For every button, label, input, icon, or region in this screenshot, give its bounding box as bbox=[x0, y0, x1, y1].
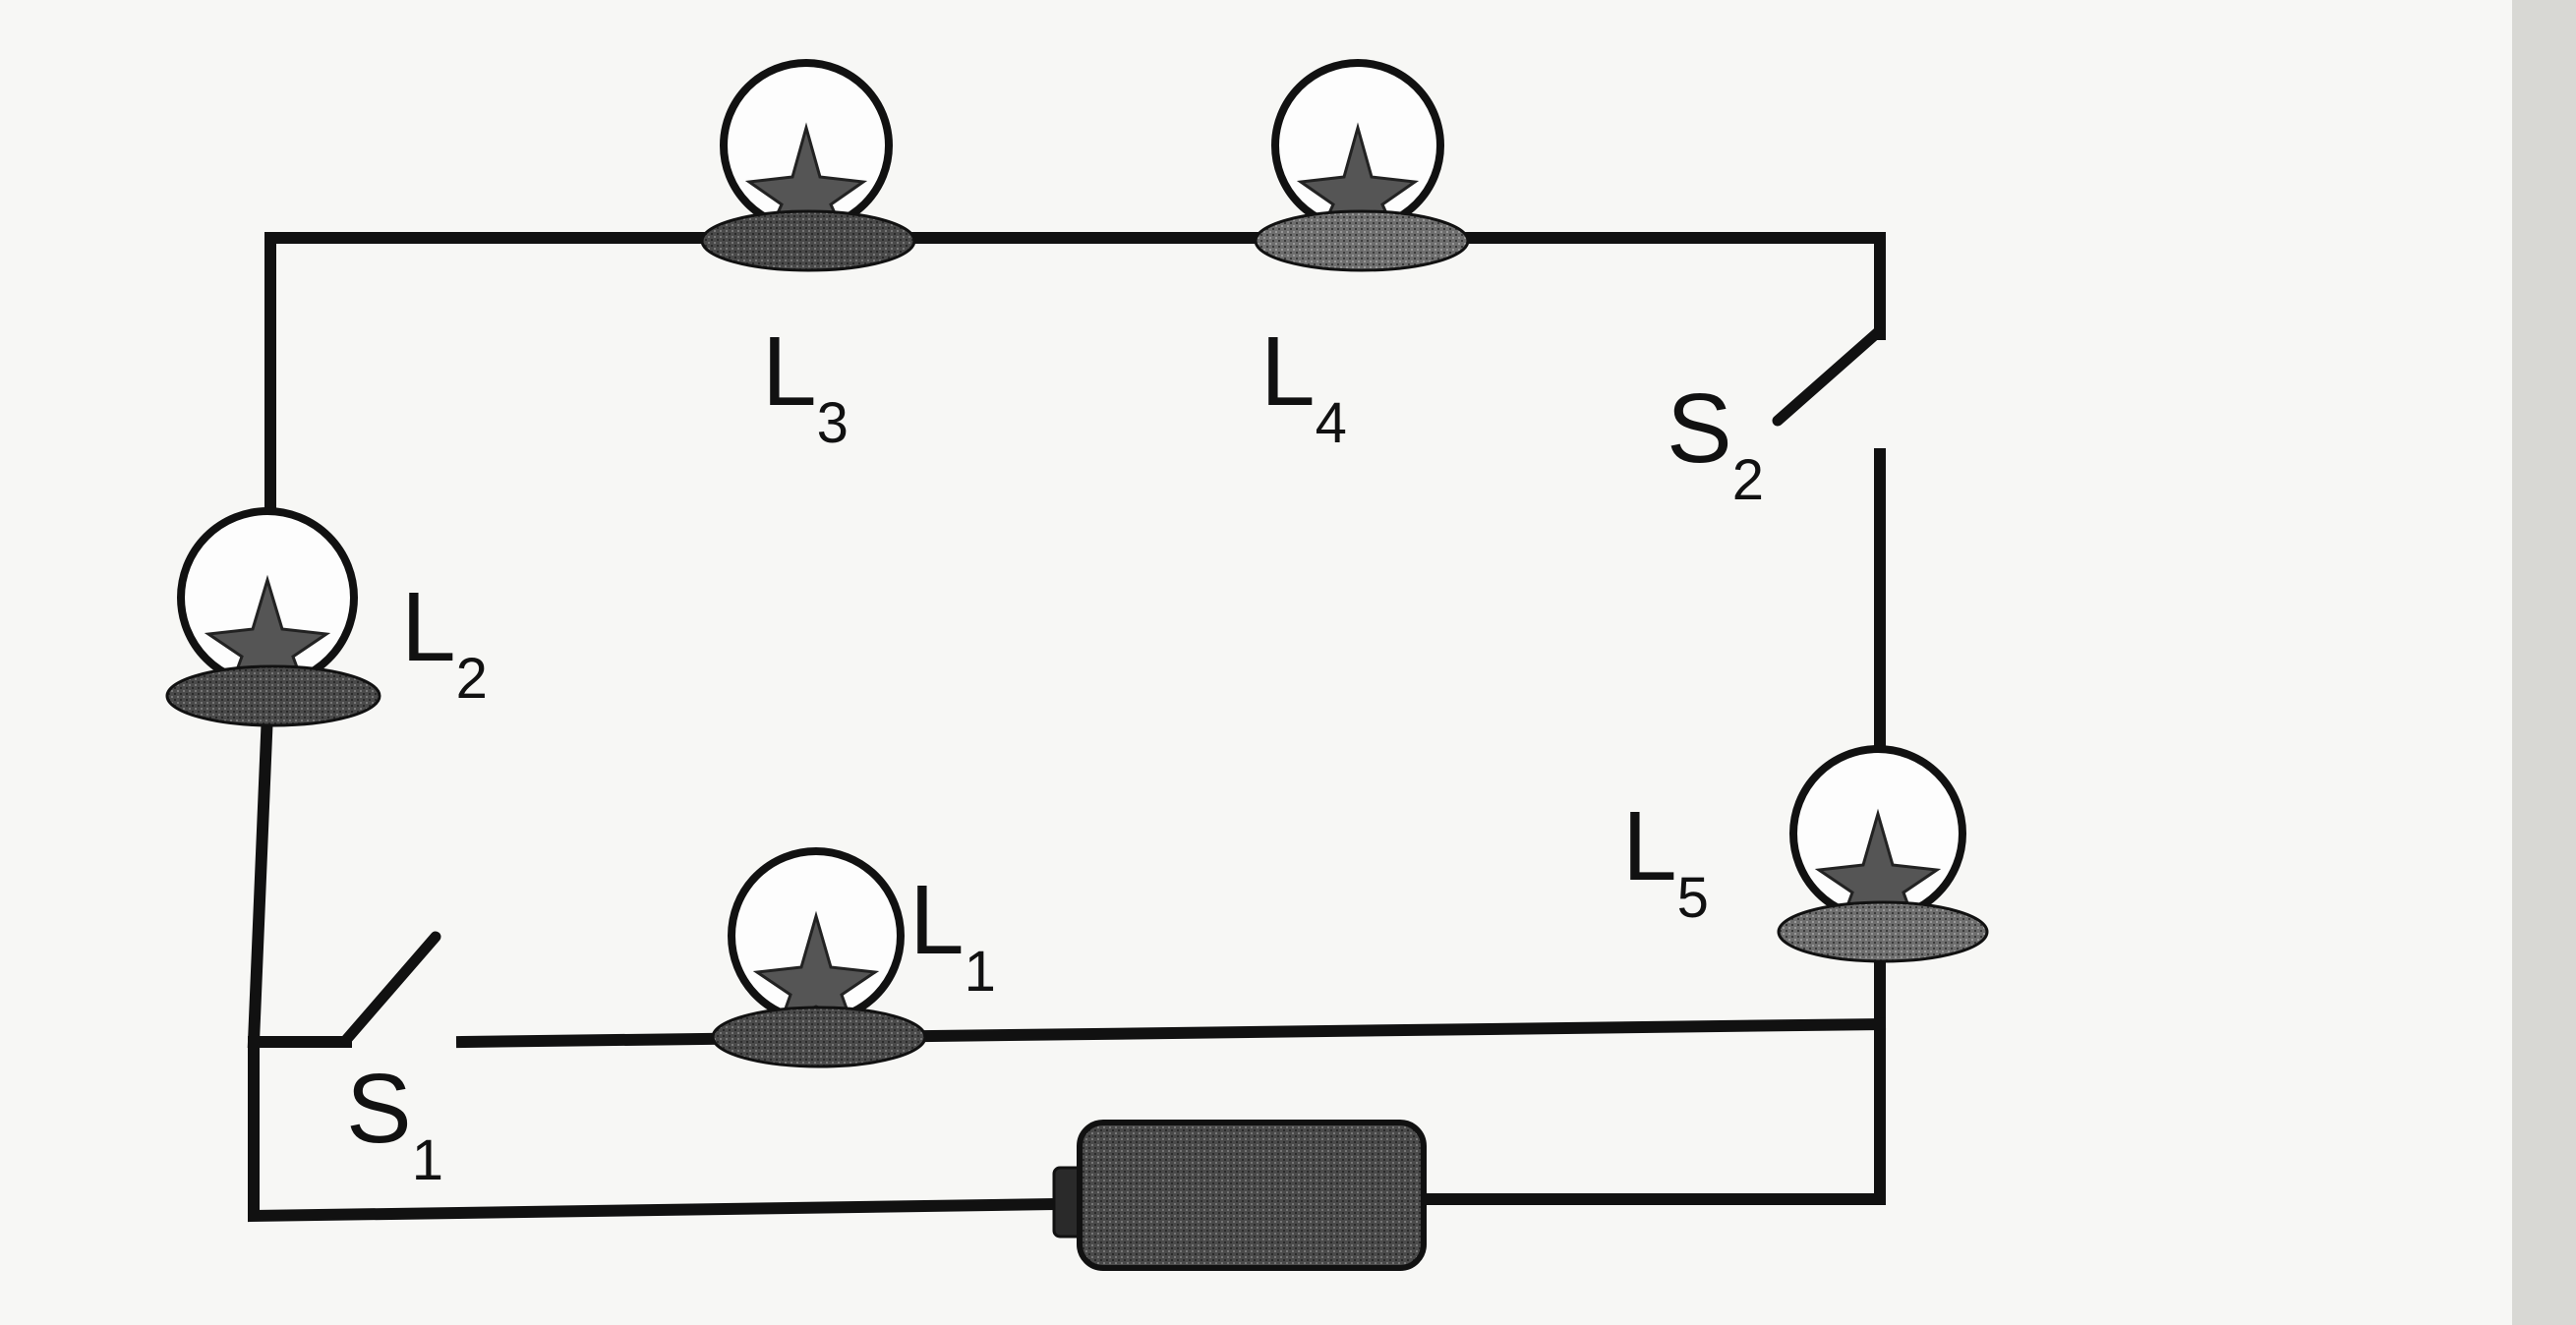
page-edge bbox=[2512, 0, 2576, 1325]
label-l2: L2 bbox=[401, 572, 488, 711]
label-l3: L3 bbox=[762, 317, 849, 455]
bulb-l5-base bbox=[1777, 900, 1989, 963]
switch-s2-blade bbox=[1772, 326, 1884, 427]
bulb-l5 bbox=[1777, 745, 1989, 963]
bulb-l4 bbox=[1254, 59, 1470, 272]
switch-s1-blade bbox=[340, 931, 441, 1046]
bulb-l3 bbox=[700, 59, 916, 272]
bulb-l2 bbox=[165, 507, 381, 727]
label-l1: L1 bbox=[909, 865, 996, 1004]
label-l5: L5 bbox=[1622, 791, 1709, 930]
wire-bottom-left bbox=[248, 1036, 1064, 1223]
switch-s1 bbox=[340, 931, 441, 1046]
bulb-l1 bbox=[711, 847, 927, 1068]
battery-body bbox=[1077, 1120, 1427, 1271]
label-l4: L4 bbox=[1260, 317, 1347, 455]
wire-left-lower bbox=[247, 706, 352, 1048]
bulb-l4-base bbox=[1254, 209, 1470, 272]
bulb-l1-base bbox=[711, 1006, 927, 1068]
label-s2: S2 bbox=[1667, 374, 1764, 512]
battery-icon bbox=[1052, 1120, 1427, 1271]
label-s1: S1 bbox=[346, 1054, 443, 1192]
bulb-l2-base bbox=[165, 664, 381, 727]
wire-top bbox=[264, 232, 1886, 699]
wires bbox=[247, 232, 1887, 1223]
wire-middle bbox=[455, 1017, 1887, 1049]
switch-s2 bbox=[1772, 326, 1884, 427]
labels: L3 L4 S2 L2 L5 L1 S1 bbox=[346, 317, 1764, 1192]
bulb-l3-base bbox=[700, 209, 916, 272]
